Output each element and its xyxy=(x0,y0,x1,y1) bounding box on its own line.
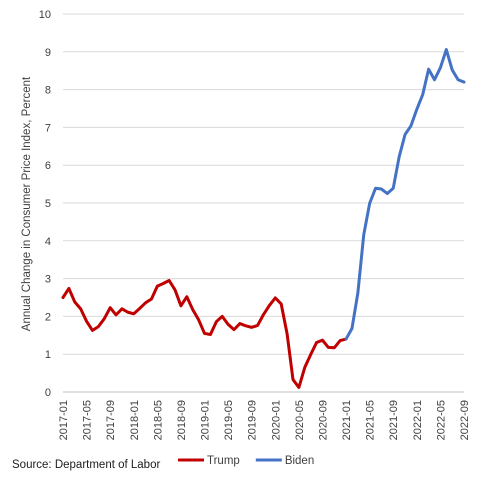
legend-label-trump: Trump xyxy=(207,455,240,467)
x-tick-label: 2022-01 xyxy=(412,400,424,440)
x-tick-label: 2020-09 xyxy=(317,400,329,440)
y-tick-label: 0 xyxy=(45,387,51,399)
x-tick-label: 2018-01 xyxy=(129,400,141,440)
series-line-biden xyxy=(344,48,466,341)
x-tick-label: 2019-09 xyxy=(247,400,259,440)
y-tick-label: 5 xyxy=(45,198,51,210)
x-tick-label: 2021-09 xyxy=(388,400,400,440)
y-tick-label: 10 xyxy=(39,9,51,21)
legend-label-biden: Biden xyxy=(285,455,314,467)
y-axis-title: Annual Change in Consumer Price Index, P… xyxy=(21,76,33,331)
y-tick-label: 9 xyxy=(45,47,51,59)
y-tick-label: 2 xyxy=(45,311,51,323)
y-tick-label: 1 xyxy=(45,349,51,361)
x-tick-label: 2018-09 xyxy=(176,400,188,440)
x-tick-label: 2020-01 xyxy=(270,400,282,440)
gridlines xyxy=(63,13,464,393)
x-tick-label: 2021-05 xyxy=(365,400,377,440)
x-tick-label: 2017-05 xyxy=(82,400,94,440)
y-tick-label: 8 xyxy=(45,85,51,97)
y-tick-label: 7 xyxy=(45,122,51,134)
x-tick-label: 2019-01 xyxy=(200,400,212,440)
x-tick-label: 2022-05 xyxy=(435,400,447,440)
x-tick-label: 2019-05 xyxy=(223,400,235,440)
x-tick-label: 2017-01 xyxy=(58,400,70,440)
y-tick-label: 3 xyxy=(45,274,51,286)
y-tick-labels: 0 1 2 3 4 5 6 7 8 9 10 xyxy=(39,9,51,399)
series-lines xyxy=(61,48,466,389)
x-tick-label: 2018-05 xyxy=(152,400,164,440)
source-note: Source: Department of Labor xyxy=(12,459,161,471)
legend: Trump Biden xyxy=(178,455,314,467)
x-tick-label: 2017-09 xyxy=(105,400,117,440)
series-line-trump xyxy=(61,278,348,389)
y-tick-label: 6 xyxy=(45,160,51,172)
x-tick-label: 2022-09 xyxy=(459,400,471,440)
x-tick-label: 2020-05 xyxy=(294,400,306,440)
x-tick-label: 2021-01 xyxy=(341,400,353,440)
x-tick-labels: 2017-01 2017-05 2017-09 2018-01 2018-05 2018-… xyxy=(58,400,471,440)
y-tick-label: 4 xyxy=(45,236,51,248)
